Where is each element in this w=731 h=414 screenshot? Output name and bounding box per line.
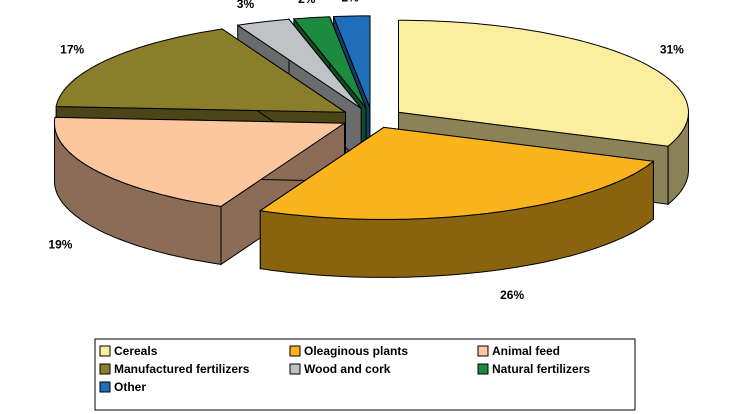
legend-swatch [99, 345, 111, 357]
data-label: 31% [660, 43, 684, 57]
data-label: 26% [500, 288, 524, 302]
legend-label: Animal feed [492, 344, 560, 358]
legend-swatch [289, 345, 301, 357]
legend-swatch [477, 363, 489, 375]
data-label: 2% [341, 0, 359, 4]
legend [94, 338, 636, 411]
legend-label: Wood and cork [304, 362, 391, 376]
slice [55, 28, 348, 113]
slice [236, 18, 362, 109]
legend-label: Manufactured fertilizers [114, 362, 250, 376]
data-label: 17% [60, 43, 84, 57]
data-label: 2% [298, 0, 316, 6]
slice [292, 16, 367, 109]
slice [54, 116, 347, 207]
slice [258, 126, 655, 220]
legend-swatch [289, 363, 301, 375]
data-label: 3% [237, 0, 255, 11]
legend-swatch [99, 381, 111, 393]
legend-label: Cereals [114, 344, 158, 358]
slice [398, 19, 690, 147]
legend-label: Natural fertilizers [492, 362, 590, 376]
legend-label: Oleaginous plants [304, 344, 408, 358]
slice [332, 15, 371, 109]
legend-swatch [477, 345, 489, 357]
pie [54, 15, 690, 278]
data-label: 19% [48, 237, 72, 251]
legend-label: Other [114, 380, 146, 394]
legend-swatch [99, 363, 111, 375]
